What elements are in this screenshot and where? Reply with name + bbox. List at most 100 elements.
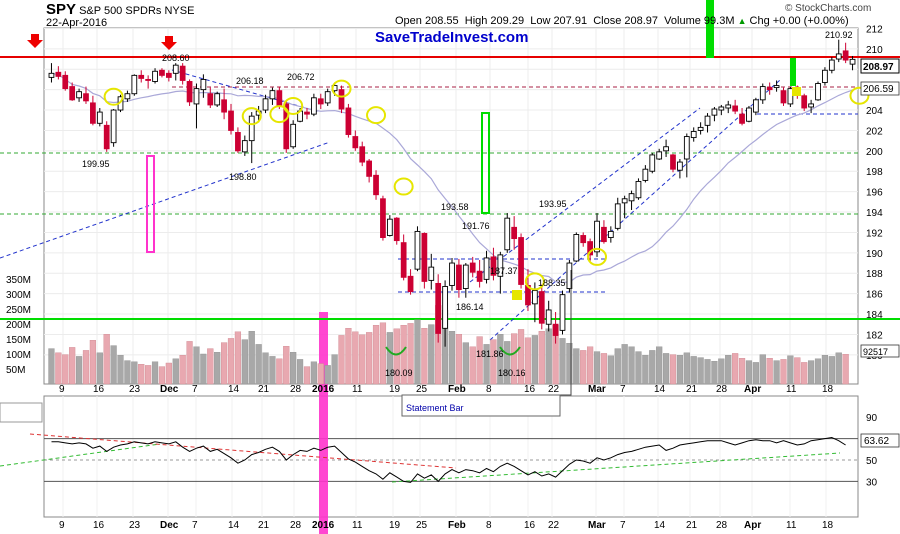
candle-body — [393, 217, 400, 242]
volume-bar — [649, 350, 656, 385]
volume-bar — [642, 355, 649, 385]
copyright: © StockCharts.com — [785, 3, 872, 14]
x-tick-label: 23 — [129, 384, 141, 395]
volume-bar — [801, 362, 808, 385]
candle-body — [345, 107, 352, 135]
candle-body — [110, 109, 117, 144]
magenta-rectangle — [146, 155, 155, 253]
candle-body — [283, 103, 290, 150]
volume-bar — [331, 354, 338, 385]
quote-chg-arrow: ▲ — [737, 16, 747, 26]
candle-body — [552, 323, 559, 336]
symbol: SPY — [46, 1, 77, 18]
candle-body — [504, 217, 511, 251]
red-down-arrow — [161, 36, 177, 50]
x-tick-label: 11 — [786, 384, 797, 395]
candle-body — [152, 70, 158, 82]
y-tick-label: 210 — [866, 45, 883, 56]
rsi-value-label: 63.62 — [864, 436, 889, 447]
candle-body — [124, 93, 131, 100]
volume-bar — [600, 353, 608, 385]
last-volume-label: 92517 — [863, 347, 888, 357]
volume-bar — [400, 325, 407, 385]
price-label: 180.09 — [385, 368, 413, 378]
yellow-circle — [241, 107, 262, 126]
volume-bar — [573, 348, 580, 385]
volume-bar — [635, 351, 642, 385]
candle-body — [511, 226, 518, 240]
candle-body — [614, 203, 621, 229]
volume-bar — [352, 331, 359, 385]
volume-bar — [718, 358, 725, 385]
volume-bar — [234, 331, 242, 385]
candle-body — [476, 270, 483, 282]
candle-body — [704, 115, 711, 126]
y-tick-label: 182 — [866, 330, 883, 341]
candle-body — [808, 103, 814, 108]
rsi-x-tick-label: 11 — [352, 520, 363, 531]
y-tick-label: 202 — [866, 126, 883, 137]
volume-bar — [808, 360, 815, 385]
volume-tick-label: 200M — [6, 320, 31, 331]
volume-tick-label: 300M — [6, 290, 31, 301]
rsi-green-trendline-left — [0, 443, 161, 467]
quote-line: Open 208.55 High 209.29 Low 207.91 Close… — [395, 15, 849, 27]
candle-body — [628, 193, 635, 202]
volume-bar — [138, 364, 145, 385]
volume-bar — [172, 358, 179, 385]
chart-title: SPY S&P 500 SPDRs NYSE — [46, 1, 194, 18]
candle-body — [421, 233, 428, 282]
green-marker-apr — [790, 58, 796, 86]
volume-bar — [531, 335, 538, 385]
volume-bar — [386, 332, 393, 385]
green-volume-marker — [706, 0, 714, 58]
green-smile-2 — [499, 346, 521, 356]
volume-bar — [621, 344, 628, 385]
candle-body — [566, 262, 573, 289]
x-tick-label: 7 — [192, 384, 198, 395]
volume-bar — [690, 356, 697, 385]
magenta-vertical-bar — [319, 312, 328, 534]
candle-body — [69, 86, 76, 101]
candle-body — [462, 264, 469, 289]
candle-body — [663, 146, 669, 152]
yellow-circle — [849, 86, 870, 105]
volume-bar — [303, 366, 311, 385]
x-tick-label: 19 — [389, 384, 401, 395]
x-tick-label: 28 — [716, 384, 728, 395]
volume-bar — [200, 353, 207, 385]
rising-trendline — [0, 141, 331, 259]
candle-body — [407, 275, 414, 293]
candle-body — [690, 131, 697, 139]
volume-bar — [110, 345, 117, 385]
symbol-name: S&P 500 SPDRs — [79, 5, 162, 17]
y-tick-label: 190 — [866, 249, 883, 260]
volume-bar — [545, 328, 552, 385]
volume-tick-label: 350M — [6, 275, 31, 286]
volume-bar — [255, 344, 262, 385]
volume-bar — [296, 359, 304, 385]
candle-body — [580, 235, 587, 244]
volume-bar — [359, 334, 366, 385]
candle-body — [276, 90, 283, 107]
volume-bar — [676, 355, 683, 385]
rsi-y-tick-label: 50 — [866, 456, 878, 467]
x-tick-label: Apr — [744, 384, 761, 395]
rsi-green-trendline-right — [391, 452, 841, 483]
volume-bar — [207, 348, 214, 385]
volume-bar — [131, 361, 138, 385]
candle-body — [587, 241, 593, 256]
volume-bar — [317, 363, 324, 385]
volume-bar — [469, 346, 476, 385]
candle-body — [828, 59, 835, 71]
candle-body — [193, 88, 200, 105]
yellow-circle — [366, 106, 387, 125]
candle-body — [649, 154, 656, 172]
x-tick-label: Feb — [448, 384, 466, 395]
ma-value-box — [860, 81, 900, 96]
volume-bar — [62, 354, 69, 385]
quote-high: High 209.29 — [464, 15, 525, 27]
y-tick-label: 198 — [866, 167, 883, 178]
candle-body — [601, 226, 607, 243]
